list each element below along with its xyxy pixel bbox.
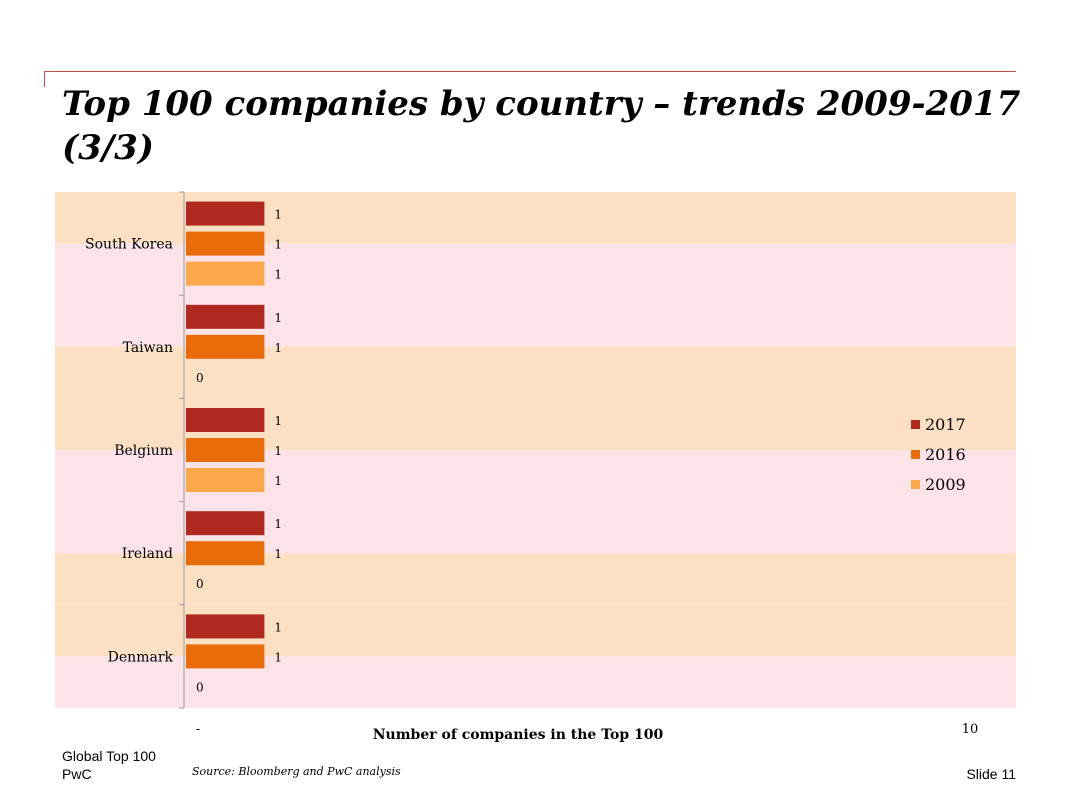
bar-ireland-2016: [186, 541, 265, 566]
bar-ireland-2017: [186, 511, 265, 536]
value-label-taiwan-2017: 1: [274, 311, 282, 325]
x-tick-label-min: -: [196, 722, 200, 737]
bar-belgium-2009: [186, 468, 265, 492]
value-label-ireland-2016: 1: [274, 547, 282, 561]
footer-report-name: Global Top 100: [62, 748, 156, 764]
slide-number: Slide 11: [966, 766, 1016, 782]
x-tick-label-max: 10: [962, 722, 979, 737]
legend-label-2016: 2016: [925, 445, 966, 464]
x-axis-title: Number of companies in the Top 100: [373, 727, 664, 743]
value-label-taiwan-2009: 0: [196, 371, 204, 385]
bars-group: [186, 201, 265, 669]
bar-taiwan-2017: [186, 304, 265, 329]
value-label-belgium-2016: 1: [274, 444, 282, 458]
page-title: Top 100 companies by country – trends 20…: [62, 84, 1021, 168]
legend-swatch-2017: [911, 420, 920, 429]
bar-south-korea-2017: [186, 201, 265, 226]
value-label-denmark-2009: 0: [196, 680, 204, 694]
value-label-south-korea-2016: 1: [274, 238, 282, 252]
legend-label-2017: 2017: [925, 415, 966, 434]
category-label-denmark: Denmark: [108, 649, 174, 665]
value-label-denmark-2016: 1: [274, 650, 282, 664]
bar-south-korea-2016: [186, 231, 265, 256]
source-note: Source: Bloomberg and PwC analysis: [192, 765, 401, 778]
bar-denmark-2017: [186, 614, 265, 639]
bar-belgium-2017: [186, 408, 265, 432]
value-label-belgium-2009: 1: [274, 474, 282, 488]
value-label-ireland-2009: 0: [196, 577, 204, 591]
legend-swatch-2009: [911, 480, 920, 489]
footer-company: PwC: [62, 766, 92, 782]
value-label-south-korea-2009: 1: [274, 268, 282, 282]
legend-label-2009: 2009: [925, 475, 966, 494]
bar-south-korea-2009: [186, 261, 265, 286]
value-label-south-korea-2017: 1: [274, 208, 282, 222]
legend-swatch-2016: [911, 450, 920, 459]
bar-taiwan-2016: [186, 334, 265, 359]
bar-denmark-2016: [186, 644, 265, 669]
title-rule-tick: [44, 71, 45, 87]
value-label-ireland-2017: 1: [274, 517, 282, 531]
category-label-south-korea: South Korea: [85, 237, 173, 253]
value-label-denmark-2017: 1: [274, 620, 282, 634]
legend: 2017 2016 2009: [911, 415, 966, 494]
bar-belgium-2016: [186, 438, 265, 462]
value-label-taiwan-2016: 1: [274, 341, 282, 355]
labels-group: South Korea 1 1 1 Taiwan 1 1 0 Belgium 1 1 1 Ireland…: [85, 208, 282, 695]
category-label-taiwan: Taiwan: [123, 340, 173, 356]
category-label-belgium: Belgium: [114, 443, 173, 459]
value-label-belgium-2017: 1: [274, 414, 282, 428]
category-label-ireland: Ireland: [122, 546, 173, 562]
title-rule: [44, 71, 1016, 72]
